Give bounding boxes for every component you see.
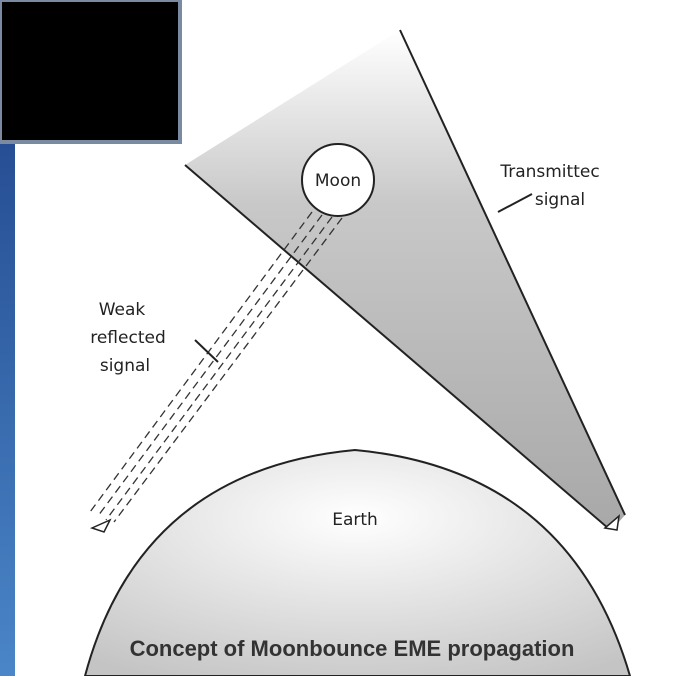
transmitted-label: Transmittec [499,162,599,182]
earth-label: Earth [332,510,378,530]
reflected-label: reflected [90,328,166,348]
diagram: Moon Earth Transmittec signal Weak refle… [0,0,690,676]
page: Moon Earth Transmittec signal Weak refle… [0,0,690,676]
thumbnail [0,0,180,142]
reflected-label: signal [100,356,150,376]
moon-label: Moon [315,171,361,191]
transmitted-label: signal [535,190,585,210]
reflected-label: Weak [99,300,146,320]
caption: Concept of Moonbounce EME propagation [130,636,575,661]
